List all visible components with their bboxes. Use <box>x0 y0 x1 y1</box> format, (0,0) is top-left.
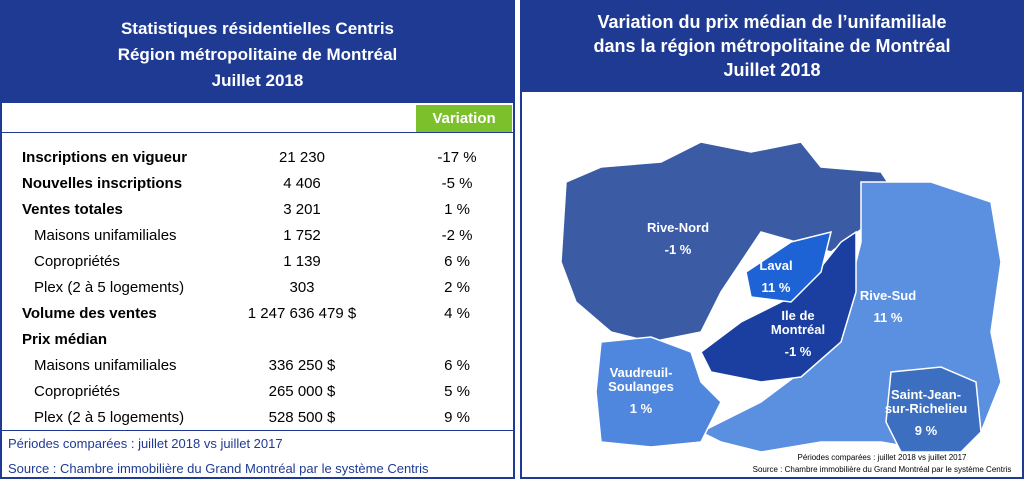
label: Nouvelles inscriptions <box>22 175 183 192</box>
table-row: Plex (2 à 5 logements) 303 2 % <box>2 275 513 301</box>
table-row: Prix médian <box>2 327 513 353</box>
table-row: Copropriétés 265 000 $ 5 % <box>2 379 513 405</box>
label: Volume des ventes <box>22 305 157 322</box>
table-row: Ventes totales 3 201 1 % <box>2 197 513 223</box>
note: Périodes comparées : juillet 2018 vs jui… <box>8 436 283 451</box>
region-label: 1 % <box>630 401 653 416</box>
title-line: dans la région métropolitaine de Montréa… <box>593 36 951 56</box>
region-label: Ile de <box>781 308 814 323</box>
label: Ventes totales <box>22 201 123 218</box>
region <box>745 230 833 303</box>
region-label: sur-Richelieu <box>885 401 967 416</box>
variation: -2 % <box>441 227 473 244</box>
stats-title: Statistiques résidentielles Centris Régi… <box>2 2 513 103</box>
value: 4 406 <box>283 175 321 192</box>
value: 336 250 $ <box>268 357 336 374</box>
variation: -17 % <box>437 149 477 166</box>
region-label: Montréal <box>771 322 825 337</box>
note: Périodes comparées : juillet 2018 vs jui… <box>798 453 968 462</box>
table-row: Nouvelles inscriptions 4 406 -5 % <box>2 171 513 197</box>
label: Plex (2 à 5 logements) <box>34 409 185 426</box>
rule <box>2 132 513 133</box>
stats-table: Inscriptions en vigueur 21 230 -17 % Nouvel… <box>2 145 513 431</box>
region-label: 11 % <box>874 310 903 325</box>
region-label: Vaudreuil- <box>610 365 673 380</box>
variation-header: Variation <box>416 105 512 132</box>
value: 1 752 <box>283 227 321 244</box>
table-row: Copropriétés 1 139 6 % <box>2 249 513 275</box>
variation: -5 % <box>441 175 473 192</box>
title-line: Statistiques résidentielles Centris <box>120 19 395 38</box>
value: 21 230 <box>279 149 325 166</box>
region-label: Laval <box>759 258 792 273</box>
variation: 2 % <box>444 279 470 296</box>
label: Maisons unifamiliales <box>34 357 177 374</box>
table-row: Plex (2 à 5 logements) 528 500 $ 9 % <box>2 405 513 431</box>
title-line: Région métropolitaine de Montréal <box>117 45 398 64</box>
region-label: -1 % <box>665 242 692 257</box>
table-row: Maisons unifamiliales 1 752 -2 % <box>2 223 513 249</box>
notes: Périodes comparées : juillet 2018 vs jui… <box>8 431 429 481</box>
value: 303 <box>289 279 315 296</box>
region-label: Rive-Nord <box>647 220 709 235</box>
value: 265 000 $ <box>268 383 336 400</box>
region-label: Soulanges <box>608 379 674 394</box>
region <box>595 336 722 448</box>
map-panel: Variation du prix médian de l’unifamilia… <box>520 0 1024 479</box>
note: Source : Chambre immobilière du Grand Mo… <box>753 465 1012 474</box>
label: Copropriétés <box>34 383 120 400</box>
value: 1 139 <box>283 253 321 270</box>
title-line: Juillet 2018 <box>723 60 821 80</box>
stats-panel: Statistiques résidentielles Centris Régi… <box>0 0 515 479</box>
value: 1 247 636 479 $ <box>247 305 357 322</box>
variation: 9 % <box>444 409 470 426</box>
variation: 6 % <box>444 357 470 374</box>
label: Copropriétés <box>34 253 120 270</box>
table-row: Inscriptions en vigueur 21 230 -17 % <box>2 145 513 171</box>
label: Prix médian <box>22 331 108 348</box>
region <box>700 230 857 383</box>
variation: 5 % <box>444 383 470 400</box>
note: Source : Chambre immobilière du Grand Mo… <box>8 461 429 476</box>
label: Plex (2 à 5 logements) <box>34 279 185 296</box>
region-label: -1 % <box>785 344 812 359</box>
variation: 1 % <box>444 201 470 218</box>
region <box>885 366 982 453</box>
label: Maisons unifamiliales <box>34 227 177 244</box>
map-title: Variation du prix médian de l’unifamilia… <box>522 2 1022 92</box>
table-row: Volume des ventes 1 247 636 479 $ 4 % <box>2 301 513 327</box>
title-line: Juillet 2018 <box>211 71 304 90</box>
value: 528 500 $ <box>268 409 336 426</box>
region-label: 9 % <box>915 423 938 438</box>
region-label: Saint-Jean- <box>891 387 961 402</box>
table-row: Maisons unifamiliales 336 250 $ 6 % <box>2 353 513 379</box>
region-label: Rive-Sud <box>860 288 916 303</box>
value: 3 201 <box>283 201 321 218</box>
rule <box>2 430 513 431</box>
variation: 6 % <box>444 253 470 270</box>
variation: 4 % <box>444 305 470 322</box>
label: Inscriptions en vigueur <box>22 149 188 166</box>
title-line: Variation du prix médian de l’unifamilia… <box>597 12 947 32</box>
region-label: 11 % <box>762 280 791 295</box>
